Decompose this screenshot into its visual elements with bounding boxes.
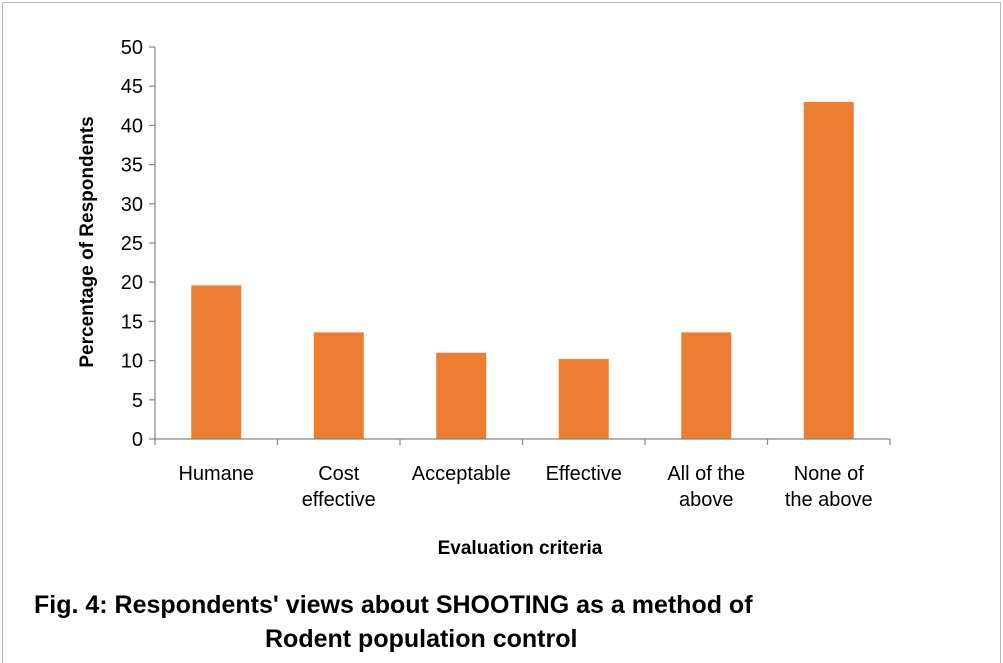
figure-caption: Fig. 4: Respondents' views about SHOOTIN… xyxy=(0,588,940,656)
y-axis-title: Percentage of Respondents xyxy=(77,116,98,367)
bar xyxy=(313,332,364,439)
y-tick-label: 0 xyxy=(132,429,143,451)
bars xyxy=(191,101,854,439)
y-tick-label: 50 xyxy=(121,37,143,59)
bar xyxy=(191,285,242,439)
category-label: Effective xyxy=(546,463,622,485)
caption-line-1: Fig. 4: Respondents' views about SHOOTIN… xyxy=(34,591,753,619)
bar xyxy=(436,352,487,439)
category-label: Humane xyxy=(178,463,254,485)
y-tick-label: 35 xyxy=(121,155,143,177)
x-axis-ticks: Humane Cost effective Acceptable Effective Al… xyxy=(154,439,891,511)
x-axis-title: Evaluation criteria xyxy=(438,538,603,559)
y-tick-label: 30 xyxy=(121,194,143,216)
y-tick-label: 45 xyxy=(121,76,143,98)
y-tick-label: 25 xyxy=(121,233,143,255)
bar xyxy=(558,359,609,439)
y-tick-label: 5 xyxy=(132,390,143,412)
category-label: All of the above xyxy=(667,463,745,511)
bar-chart: 0 5 10 15 20 25 30 35 40 45 50 Humane Cost effective… xyxy=(77,37,891,559)
y-tick-label: 20 xyxy=(121,272,143,294)
category-label: None of the above xyxy=(785,463,873,511)
y-tick-label: 15 xyxy=(121,311,143,333)
y-tick-label: 40 xyxy=(121,115,143,137)
category-label: Acceptable xyxy=(412,463,511,485)
bar xyxy=(803,101,854,439)
caption-line-2: Rodent population control xyxy=(265,625,578,653)
category-label: Cost effective xyxy=(302,463,376,511)
y-axis-ticks: 0 5 10 15 20 25 30 35 40 45 50 xyxy=(121,37,155,451)
bar xyxy=(681,332,732,439)
y-tick-label: 10 xyxy=(121,351,143,373)
